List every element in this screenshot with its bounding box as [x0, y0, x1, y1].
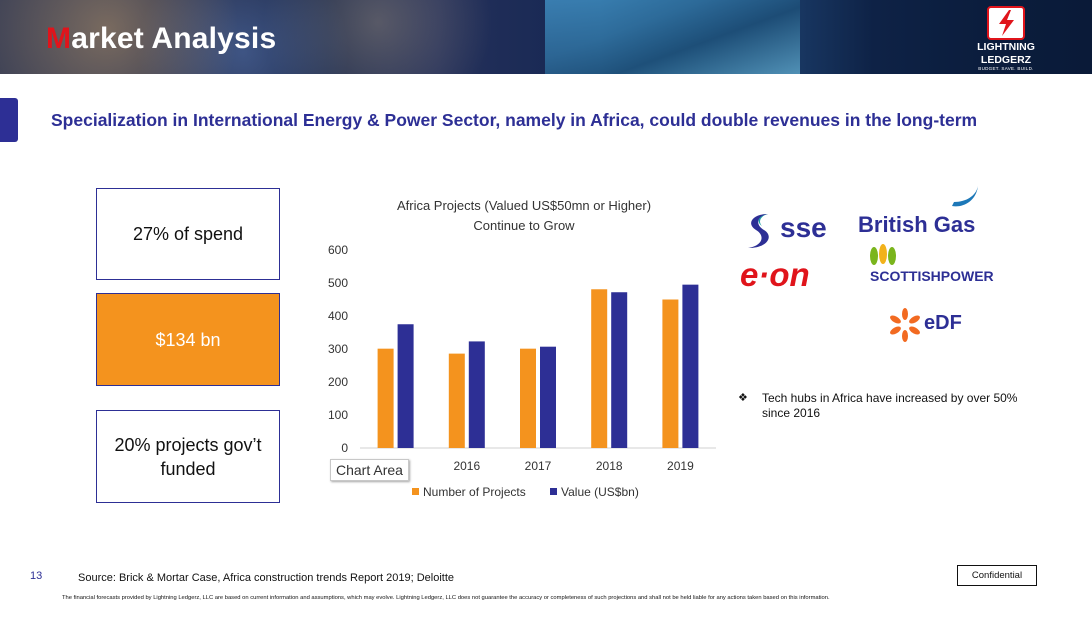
- legend-swatch-value: [550, 488, 557, 495]
- y-tick-label: 300: [328, 342, 348, 356]
- diamond-bullet-icon: ❖: [738, 392, 748, 404]
- legend-label-projects: Number of Projects: [423, 485, 526, 499]
- bar-projects-2019[interactable]: [662, 299, 679, 449]
- slide-subtitle: Specialization in International Energy &…: [51, 110, 978, 130]
- river-image: [545, 0, 800, 74]
- y-tick-label: 100: [328, 408, 348, 422]
- british-gas-flame-icon: [952, 186, 978, 207]
- bar-projects-2015[interactable]: [377, 348, 394, 448]
- x-tick-label: 2017: [525, 459, 552, 473]
- header-banner: Market Analysis LIGHTNING LEDGERZ BUDGET…: [0, 0, 1092, 74]
- stat-text: $134 bn: [155, 329, 221, 350]
- eon-logo: e·on: [740, 256, 810, 294]
- africa-projects-chart[interactable]: Africa Projects (Valued US$50mn or Highe…: [320, 190, 720, 510]
- y-tick-label: 200: [328, 375, 348, 389]
- title-first-letter: M: [46, 22, 72, 55]
- chart-title-line-2: Continue to Grow: [473, 218, 575, 233]
- energy-brand-logos: sse British Gas e·on SCOTTISHPOWER eDF: [738, 182, 1018, 352]
- british-gas-wordmark: British Gas: [858, 212, 976, 237]
- sse-swirl-icon: [748, 214, 769, 248]
- scottish-power-wordmark: SCOTTISHPOWER: [870, 268, 994, 284]
- edf-sun-icon: [890, 308, 920, 342]
- city-image: [0, 0, 540, 74]
- bullet-text: Tech hubs in Africa have increased by ov…: [762, 391, 1018, 420]
- y-tick-label: 0: [341, 441, 348, 455]
- bar-projects-2017[interactable]: [520, 348, 536, 448]
- page-number: 13: [30, 570, 43, 582]
- title-rest: arket Analysis: [71, 22, 277, 55]
- logo-line-2: LEDGERZ: [980, 54, 1032, 66]
- x-tick-label: 2016: [453, 459, 480, 473]
- bar-value-2017[interactable]: [540, 346, 556, 448]
- stat-box-value: $134 bn: [96, 293, 280, 386]
- source-note: Source: Brick & Mortar Case, Africa cons…: [78, 572, 454, 584]
- british-gas-logo: British Gas: [858, 186, 978, 238]
- bar-projects-2018[interactable]: [591, 289, 608, 448]
- eon-wordmark: e·on: [740, 256, 810, 293]
- stat-box-gov-funded: 20% projects gov’t funded: [96, 410, 280, 503]
- edf-wordmark: eDF: [924, 312, 962, 334]
- scottish-power-logo: SCOTTISHPOWER: [870, 244, 994, 284]
- disclaimer-text: The financial forecasts provided by Ligh…: [62, 595, 830, 601]
- x-tick-label: 2019: [667, 459, 694, 473]
- logo-line-1: LIGHTNING: [977, 41, 1035, 53]
- sse-wordmark: sse: [780, 212, 827, 243]
- bar-value-2019[interactable]: [682, 284, 699, 448]
- legend-label-value: Value (US$bn): [561, 485, 639, 499]
- scottish-power-leaves-icon: [870, 244, 896, 265]
- confidential-badge: Confidential: [957, 565, 1037, 586]
- y-tick-label: 400: [328, 309, 348, 323]
- bar-projects-2016[interactable]: [448, 353, 465, 448]
- stat-text: 20% projects gov’t funded: [114, 434, 262, 479]
- y-tick-label: 600: [328, 243, 348, 257]
- x-tick-label: 2018: [596, 459, 623, 473]
- bar-value-2016[interactable]: [468, 341, 485, 448]
- page-title: Market Analysis: [46, 22, 276, 56]
- bar-value-2018[interactable]: [611, 292, 628, 448]
- legend-swatch-projects: [412, 488, 419, 495]
- logo-tagline: BUDGET. SAVE. BUILD.: [978, 66, 1034, 71]
- lightning-bolt-icon: [987, 6, 1025, 40]
- company-logo: LIGHTNING LEDGERZ BUDGET. SAVE. BUILD.: [970, 6, 1042, 72]
- side-accent-tab: [0, 98, 18, 142]
- bar-value-2015[interactable]: [397, 324, 414, 448]
- stat-text: 27% of spend: [132, 224, 244, 244]
- stat-box-spend: 27% of spend: [96, 188, 280, 280]
- chart-title-line-1: Africa Projects (Valued US$50mn or Highe…: [397, 198, 651, 213]
- y-tick-label: 500: [328, 276, 348, 290]
- chart-area-tooltip: Chart Area: [330, 459, 409, 481]
